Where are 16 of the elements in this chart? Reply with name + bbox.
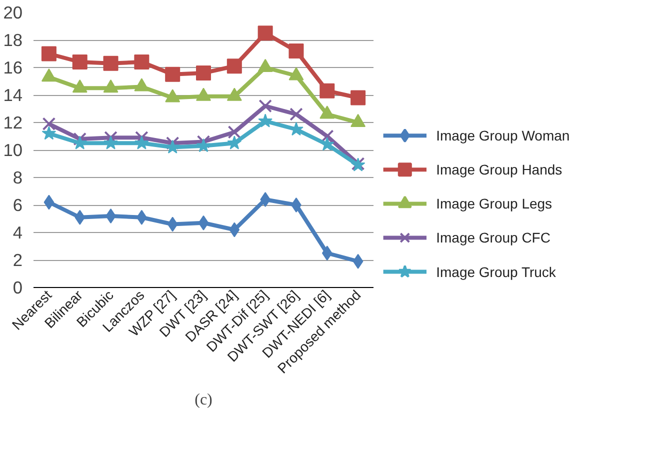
text: (c)	[194, 392, 212, 408]
legend-label: Image Group Truck	[436, 264, 557, 280]
legend-label: Image Group Hands	[436, 162, 562, 178]
legend-label: Image Group Woman	[436, 128, 570, 144]
y-tick-label: 6	[12, 195, 23, 215]
y-tick-label: 12	[3, 112, 23, 132]
y-tick-label: 14	[3, 85, 23, 105]
y-tick-label: 2	[12, 250, 23, 270]
y-tick-label: 20	[3, 2, 23, 22]
y-tick-label: 10	[3, 140, 23, 160]
legend-label: Image Group Legs	[436, 196, 552, 212]
y-tick-label: 8	[12, 168, 23, 188]
y-tick-label: 4	[12, 222, 23, 242]
y-tick-label: 16	[3, 58, 23, 78]
y-tick-label: 18	[3, 30, 23, 50]
legend-label: Image Group CFC	[436, 230, 550, 246]
